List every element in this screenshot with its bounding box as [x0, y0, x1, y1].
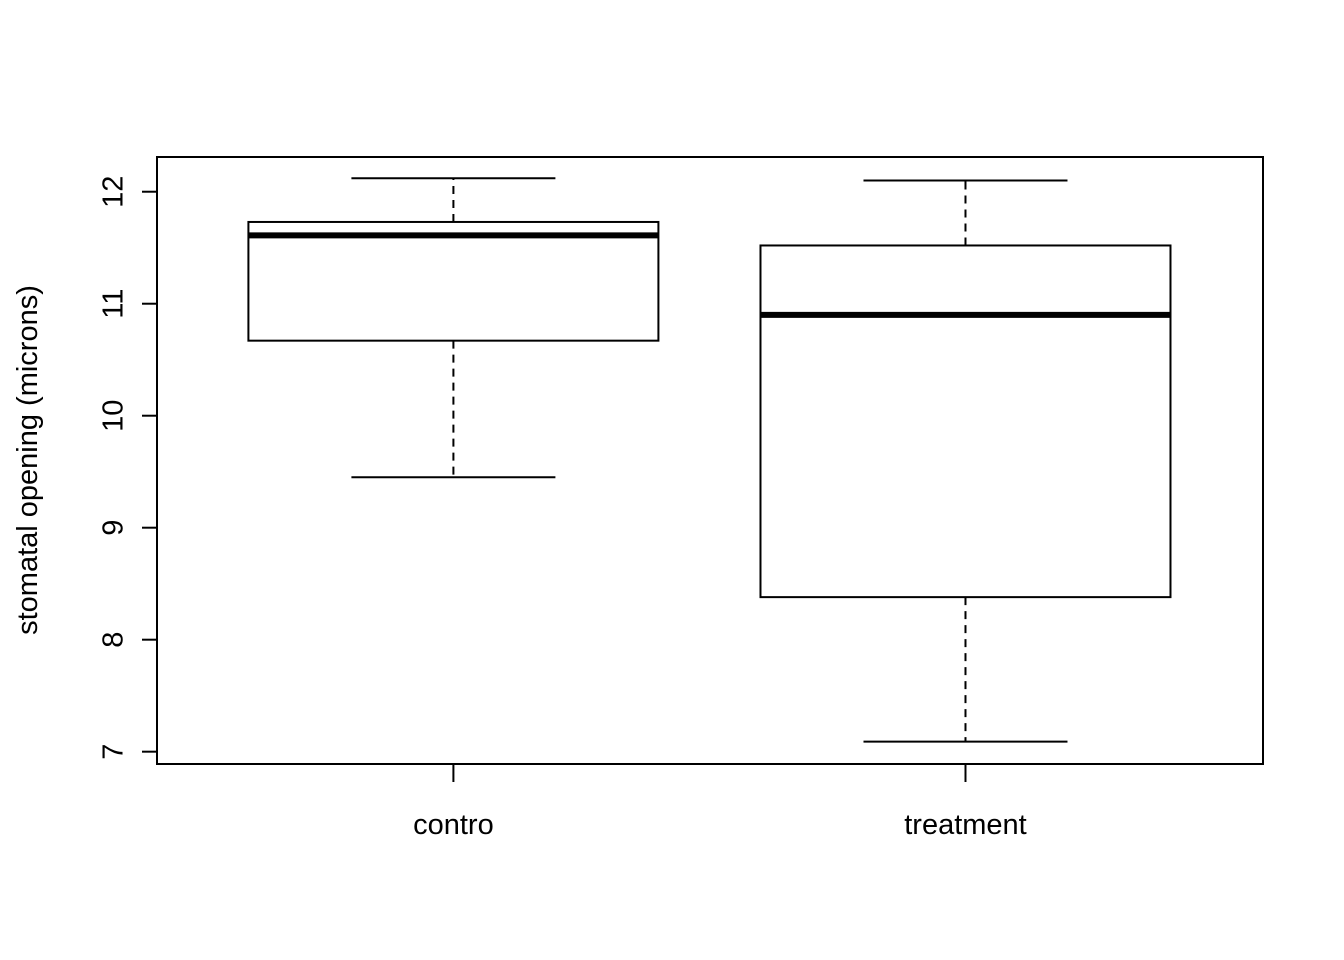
x-category-label: treatment	[904, 809, 1027, 841]
y-axis: 7 8 9 10 11 12	[97, 176, 158, 760]
box-contro	[247, 177, 660, 479]
interquartile-box	[247, 220, 660, 342]
y-tick-label: 10	[97, 400, 129, 432]
x-category-label: contro	[413, 809, 494, 841]
y-axis-label: stomatal opening (microns)	[12, 285, 44, 635]
x-axis: contro treatment	[413, 764, 1027, 841]
y-tick-label: 7	[97, 744, 129, 760]
y-tick-label: 8	[97, 632, 129, 648]
box-treatment	[759, 179, 1172, 743]
boxes-layer	[247, 177, 1172, 743]
y-tick-label: 11	[97, 289, 129, 319]
y-tick-label: 12	[97, 176, 129, 208]
interquartile-box	[759, 244, 1172, 599]
y-tick-label: 9	[97, 520, 129, 536]
